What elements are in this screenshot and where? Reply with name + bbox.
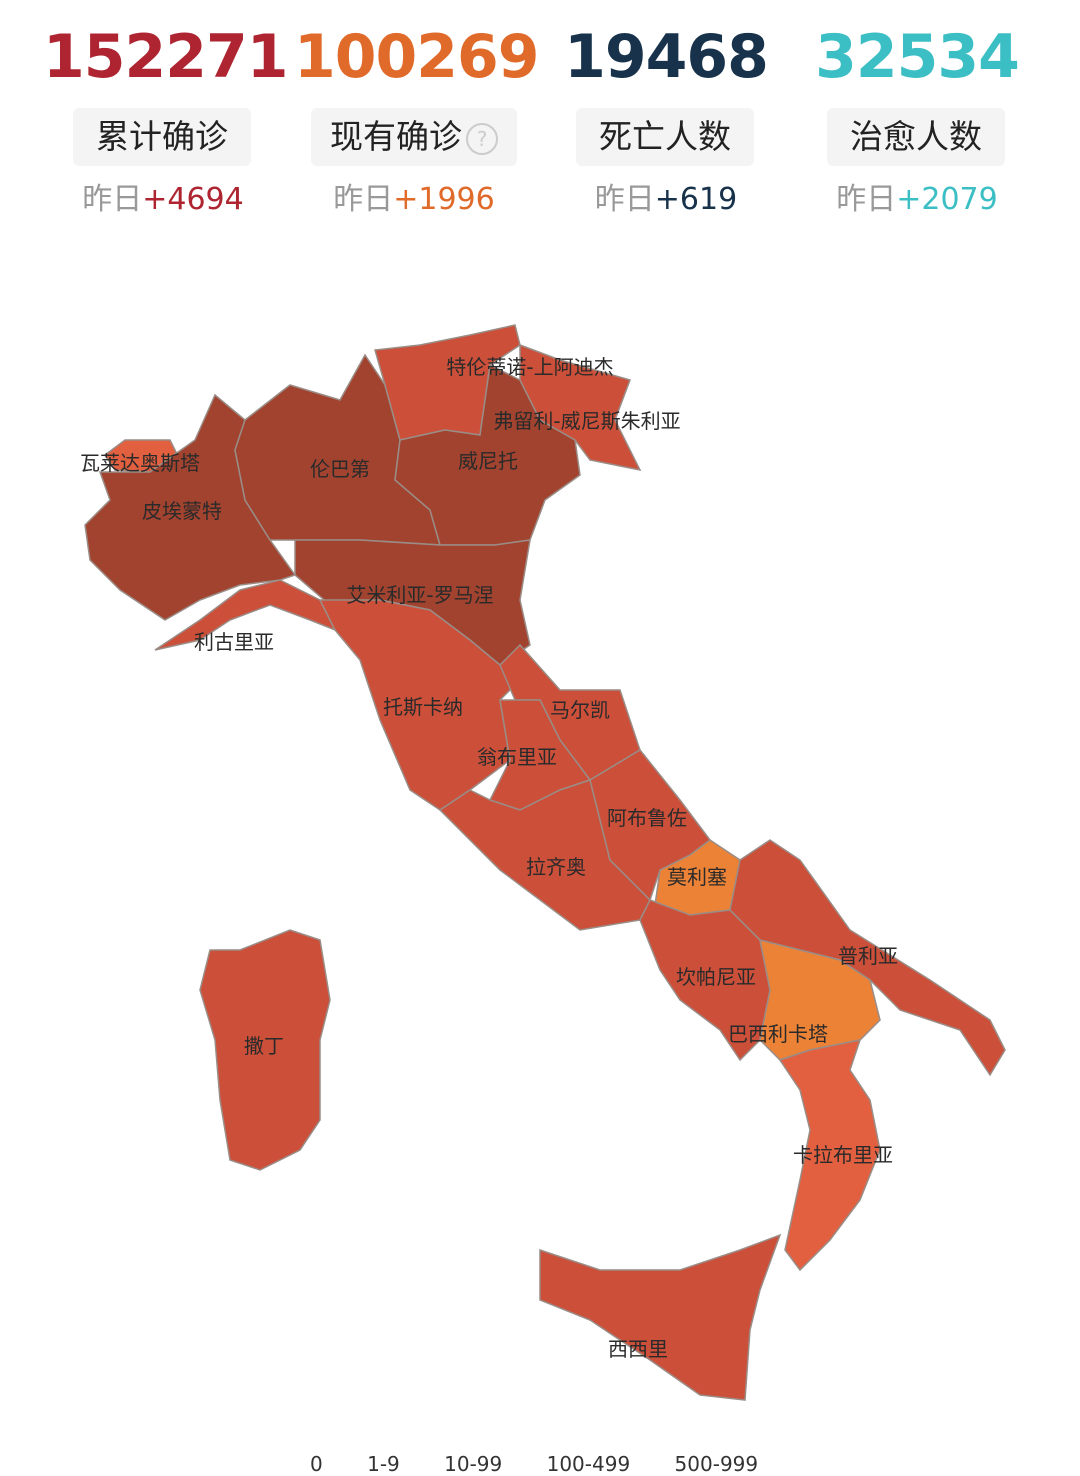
legend-item[interactable]: 10-99 <box>444 1452 503 1476</box>
region-label: 托斯卡纳 <box>383 695 463 719</box>
stat-yesterday: 昨日+4694 <box>43 180 283 220</box>
region-label: 普利亚 <box>838 944 898 968</box>
stat-label-text: 现有确诊 <box>330 117 462 156</box>
region-label: 撒丁 <box>244 1034 284 1058</box>
region-5[interactable] <box>519 343 642 472</box>
region-label: 瓦莱达奥斯塔 <box>80 451 200 475</box>
legend-item[interactable]: 1-9 <box>367 1452 400 1476</box>
region-label: 卡拉布里亚 <box>793 1143 893 1167</box>
region-label: 特伦蒂诺-上阿迪杰 <box>446 355 613 379</box>
question-circle-icon[interactable]: ? <box>466 122 498 155</box>
region-label: 坎帕尼亚 <box>676 965 756 989</box>
yesterday-delta: +1996 <box>393 182 495 217</box>
stat-label-text: 治愈人数 <box>850 117 982 156</box>
map-legend: 0 1-9 10-99 100-499 500-999 <box>310 1452 796 1476</box>
region-17[interactable] <box>778 1039 881 1272</box>
stat-value: 32534 <box>815 22 1020 92</box>
legend-item[interactable]: 0 <box>310 1452 323 1476</box>
stat-label-text: 累计确诊 <box>96 117 228 156</box>
stat-label: 治愈人数 <box>827 108 1005 166</box>
stat-yesterday: 昨日+619 <box>546 180 786 220</box>
region-label: 伦巴第 <box>310 457 370 481</box>
region-label: 威尼托 <box>458 449 518 473</box>
region-4[interactable] <box>394 363 581 546</box>
yesterday-prefix: 昨日 <box>836 182 897 217</box>
stat-yesterday: 昨日+1996 <box>294 180 534 220</box>
region-label: 皮埃蒙特 <box>142 499 222 523</box>
yesterday-delta: +2079 <box>896 182 998 217</box>
stats-panel: 152271 累计确诊 昨日+4694 100269 现有确诊? 昨日+1996… <box>0 0 1080 240</box>
yesterday-delta: +619 <box>654 182 738 217</box>
region-label: 巴西利卡塔 <box>728 1022 828 1046</box>
yesterday-prefix: 昨日 <box>82 182 143 217</box>
region-label: 阿布鲁佐 <box>607 806 687 830</box>
region-label: 艾米利亚-罗马涅 <box>346 583 493 607</box>
stat-value: 152271 <box>43 22 289 92</box>
legend-item[interactable]: 100-499 <box>546 1452 631 1476</box>
region-18[interactable] <box>539 1233 782 1401</box>
yesterday-prefix: 昨日 <box>333 182 394 217</box>
stat-value: 100269 <box>294 22 540 92</box>
legend-item[interactable]: 500-999 <box>674 1452 759 1476</box>
stat-label: 死亡人数 <box>576 108 754 166</box>
stat-label: 累计确诊 <box>73 108 251 166</box>
region-label: 马尔凯 <box>550 698 610 722</box>
region-label: 翁布里亚 <box>477 745 557 769</box>
region-19[interactable] <box>199 929 331 1171</box>
region-label: 拉齐奥 <box>526 855 586 879</box>
region-label: 弗留利-威尼斯朱利亚 <box>493 409 680 433</box>
yesterday-prefix: 昨日 <box>594 182 655 217</box>
stat-yesterday: 昨日+2079 <box>797 180 1037 220</box>
region-label: 利古里亚 <box>194 630 274 654</box>
stat-value: 19468 <box>564 22 769 92</box>
yesterday-delta: +4694 <box>142 182 244 217</box>
region-label: 西西里 <box>608 1337 668 1361</box>
stat-label-text: 死亡人数 <box>599 117 731 156</box>
stat-label: 现有确诊? <box>311 108 517 166</box>
region-label: 莫利塞 <box>667 865 727 889</box>
